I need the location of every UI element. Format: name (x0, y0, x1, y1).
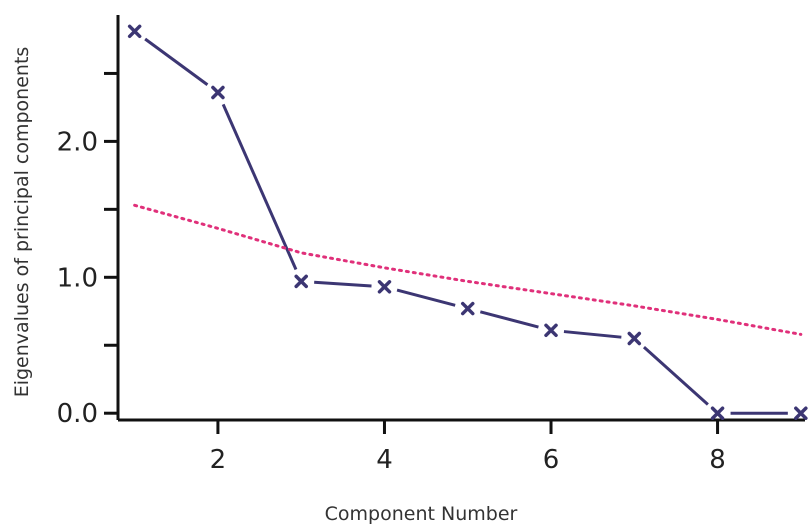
data-point (794, 406, 808, 420)
x-tick-label: 8 (709, 445, 726, 475)
y-axis-label: Eigenvalues of principal components (11, 47, 33, 398)
y-tick-label: 0.0 (57, 399, 98, 429)
data-point (294, 274, 308, 289)
series-segment (642, 346, 709, 406)
x-tick-label: 4 (376, 445, 393, 475)
data-point (211, 85, 225, 100)
x-tick-label: 6 (543, 445, 560, 475)
series-segment (479, 310, 539, 329)
y-tick-label: 1.0 (57, 263, 98, 293)
data-point (127, 24, 142, 39)
axes (116, 15, 805, 422)
data-point (710, 406, 725, 420)
x-ticks: 2 4 6 8 (210, 420, 726, 475)
series-layer (127, 24, 808, 420)
data-point (627, 331, 642, 346)
data-point (460, 301, 475, 316)
series-segment (221, 103, 298, 271)
series-segment (144, 37, 209, 86)
y-tick-label: 2.0 (57, 127, 98, 157)
data-point (544, 323, 558, 338)
reference-line (133, 203, 803, 336)
y-ticks: 0.0 1.0 2.0 (57, 71, 118, 429)
series-segment (314, 280, 372, 288)
x-tick-label: 2 (210, 445, 227, 475)
series-segment (396, 288, 456, 307)
data-point (377, 280, 392, 294)
series-segment (563, 330, 622, 339)
x-axis-label: Component Number (325, 503, 518, 525)
